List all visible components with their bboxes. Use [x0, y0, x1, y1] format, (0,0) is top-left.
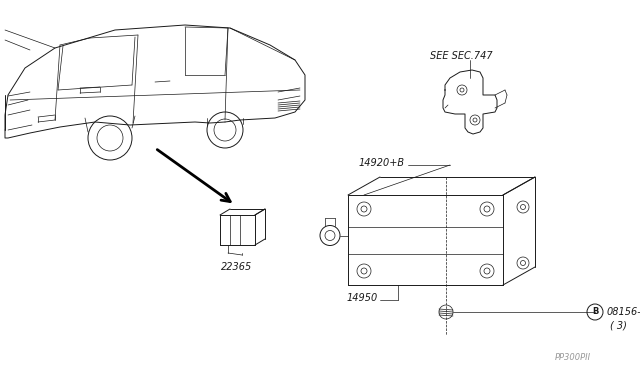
- Text: ( 3): ( 3): [610, 321, 627, 331]
- Text: PP300PII: PP300PII: [555, 353, 591, 362]
- Text: 14950: 14950: [347, 293, 378, 303]
- Text: 22365: 22365: [221, 262, 253, 272]
- Text: 08156-6162F: 08156-6162F: [607, 307, 640, 317]
- Text: 14920+B: 14920+B: [359, 158, 405, 168]
- Text: B: B: [592, 308, 598, 317]
- Text: SEE SEC.747: SEE SEC.747: [430, 51, 493, 61]
